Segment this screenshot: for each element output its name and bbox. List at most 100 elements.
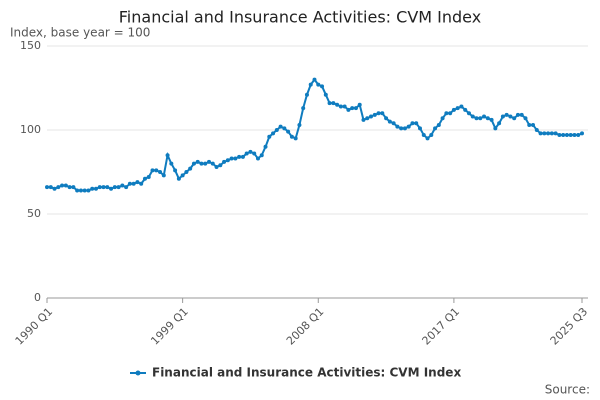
y-tick-label: 50 <box>27 207 41 220</box>
point <box>444 111 449 116</box>
point <box>308 82 313 87</box>
point <box>286 129 291 134</box>
point <box>493 126 498 131</box>
point <box>207 159 212 164</box>
point <box>301 106 306 111</box>
series-line <box>47 77 583 192</box>
point <box>67 185 72 190</box>
point <box>504 112 509 117</box>
point <box>173 168 178 173</box>
point <box>293 136 298 141</box>
point <box>229 156 234 161</box>
x-tick-label: 2008 Q1 <box>284 305 327 348</box>
point <box>497 121 502 126</box>
point <box>195 159 200 164</box>
point <box>342 104 347 109</box>
point <box>90 186 95 191</box>
point <box>116 185 121 190</box>
point <box>199 161 204 166</box>
point <box>180 173 185 178</box>
point <box>184 170 189 174</box>
point <box>580 131 584 136</box>
point <box>214 164 219 169</box>
point <box>576 133 581 138</box>
point <box>512 116 517 121</box>
point <box>384 116 389 121</box>
point <box>271 131 276 136</box>
point <box>395 124 400 129</box>
point <box>361 117 366 122</box>
point <box>463 107 468 112</box>
point <box>357 102 362 107</box>
point <box>289 134 294 139</box>
source: Source: <box>545 383 590 397</box>
x-tick-label: 1999 Q1 <box>148 305 191 348</box>
point <box>248 149 253 154</box>
point <box>410 121 415 126</box>
point <box>474 116 479 121</box>
point <box>572 133 577 138</box>
point <box>237 154 242 159</box>
chart-subtitle: Index, base year = 100 <box>10 26 150 40</box>
point <box>63 183 68 188</box>
point <box>191 161 196 166</box>
point <box>169 161 174 166</box>
x-tick-label: 2017 Q1 <box>420 305 463 348</box>
point <box>259 153 264 158</box>
point <box>542 131 547 136</box>
point <box>112 185 117 190</box>
point <box>380 111 385 116</box>
x-tick-label: 2025 Q3 <box>548 305 591 348</box>
point <box>421 133 426 138</box>
point <box>335 102 340 107</box>
point <box>346 107 351 112</box>
point <box>45 185 49 190</box>
point <box>127 181 132 186</box>
point <box>165 153 170 158</box>
point <box>376 111 381 116</box>
point <box>124 185 129 190</box>
point <box>255 156 260 161</box>
point <box>86 188 91 193</box>
point <box>139 181 144 186</box>
point <box>417 126 422 131</box>
point <box>429 133 434 138</box>
point <box>222 159 227 164</box>
point <box>320 84 325 89</box>
point <box>267 134 272 139</box>
point <box>52 186 57 191</box>
point <box>331 101 336 106</box>
point <box>433 126 438 131</box>
point <box>176 176 181 181</box>
point <box>75 188 80 193</box>
point <box>316 82 321 87</box>
point <box>263 144 268 149</box>
point <box>109 186 114 191</box>
point <box>120 183 125 188</box>
point <box>161 173 166 178</box>
point <box>131 181 136 186</box>
point <box>557 133 562 138</box>
point <box>225 158 230 163</box>
point <box>304 92 309 97</box>
point <box>146 175 151 180</box>
legend-label: Financial and Insurance Activities: CVM … <box>152 366 461 380</box>
point <box>500 114 505 119</box>
y-tick-label: 0 <box>34 291 41 304</box>
point <box>538 131 543 136</box>
y-tick-label: 100 <box>20 123 41 136</box>
point <box>387 119 392 124</box>
point <box>327 101 332 106</box>
x-tick-label: 1990 Q1 <box>13 305 56 348</box>
point <box>252 151 257 156</box>
point <box>240 154 245 159</box>
point <box>82 188 87 193</box>
point <box>534 128 539 132</box>
point <box>440 116 445 121</box>
point <box>470 114 475 119</box>
point <box>278 124 283 129</box>
chart-title: Financial and Insurance Activities: CVM … <box>119 8 481 27</box>
point <box>203 161 208 166</box>
point <box>406 124 411 129</box>
